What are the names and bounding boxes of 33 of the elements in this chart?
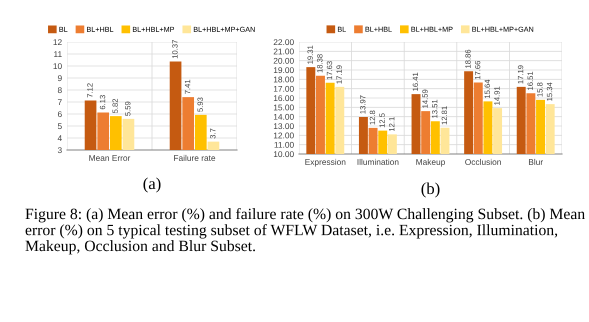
y-tick-label: 22.00 [274, 39, 294, 46]
x-tick-label: Occlusion [465, 158, 501, 165]
y-tick-label: 17.00 [274, 86, 294, 92]
y-tick-label: 18.00 [274, 76, 294, 82]
y-tick-label: 4 [58, 135, 62, 142]
y-tick-label: 3 [58, 147, 62, 154]
y-tick-label: 12 [54, 39, 62, 46]
x-tick-label: Failure rate [174, 154, 216, 161]
y-tick-label: 5 [58, 123, 62, 130]
y-tick-label: 11 [54, 51, 62, 58]
y-tick-label: 13.00 [274, 123, 294, 130]
x-tick-label: Mean Error [89, 155, 130, 161]
x-tick-label: Makeup [416, 158, 445, 167]
y-tick-label: 12.00 [274, 132, 294, 138]
y-tick-label: 15.00 [274, 104, 294, 110]
x-tick-label: Blur [528, 158, 543, 165]
y-tick-label: 10 [54, 63, 62, 70]
x-tick-label: Expression [305, 158, 346, 167]
y-tick-label: 19.00 [274, 67, 294, 74]
y-tick-label: 8 [58, 87, 62, 94]
y-tick-label: 21.00 [274, 48, 294, 54]
y-tick-label: 11.00 [274, 142, 294, 148]
y-tick-label: 20.00 [274, 58, 294, 64]
y-tick-label: 7 [58, 99, 62, 106]
text: (b) [422, 182, 440, 198]
x-tick-label: Illumination [358, 158, 398, 165]
y-tick-label: 16.00 [274, 95, 294, 102]
text: (a) [143, 177, 161, 193]
y-tick-label: 14.00 [274, 114, 294, 120]
y-tick-label: 10.00 [274, 151, 294, 158]
caption: Figure 8: (a) Mean error (%) and failure rate (%) on 300W Challenging Subset. (b) Mean error (%) on 5 typical testing subset of WFLW Dataset, i.e. Expression, Illumination, Makeup, Occlusion and Blur Subset. [25, 208, 585, 254]
y-tick-label: 6 [58, 111, 62, 118]
y-tick-label: 9 [58, 75, 62, 82]
